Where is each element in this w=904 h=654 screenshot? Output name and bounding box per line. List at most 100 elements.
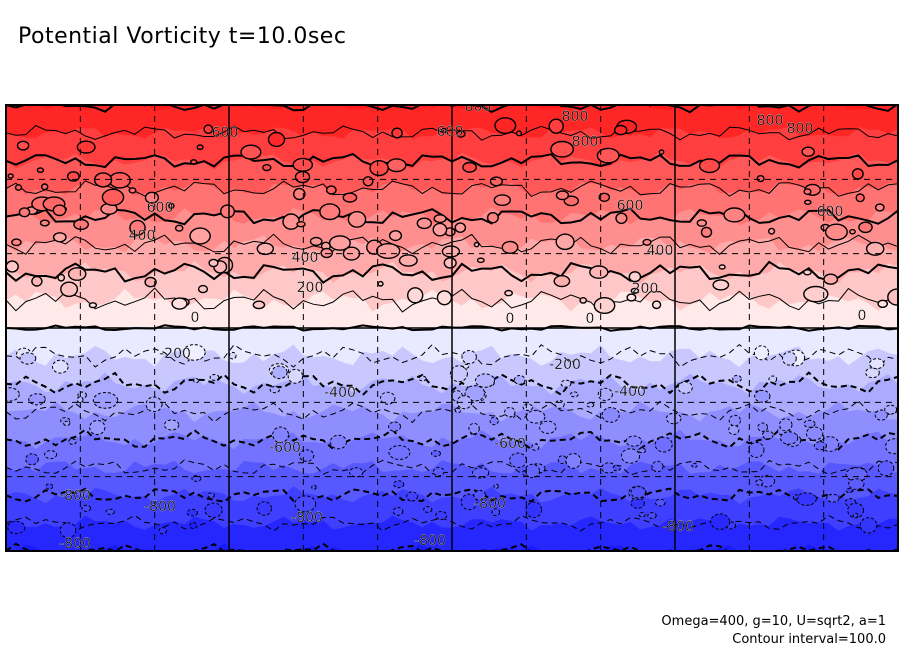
- eddy-contour: [779, 418, 793, 432]
- eddy-contour: [128, 187, 137, 194]
- eddy-contour: [416, 217, 432, 230]
- eddy-contour: [865, 241, 885, 256]
- eddy-contour: [28, 393, 46, 406]
- eddy-contour: [803, 269, 812, 276]
- eddy-contour: [757, 422, 769, 432]
- eddy-contour: [691, 462, 698, 468]
- eddy-contour: [642, 238, 652, 246]
- eddy-contour: [105, 508, 115, 515]
- eddy-contour: [328, 235, 351, 251]
- eddy-contour: [36, 167, 45, 174]
- eddy-contour: [88, 302, 98, 309]
- contour-label: -400: [324, 385, 356, 401]
- eddy-contour: [292, 157, 314, 172]
- contour-label: 600: [212, 125, 239, 141]
- eddy-contour: [93, 172, 113, 188]
- eddy-contour: [60, 281, 79, 298]
- eddy-contour: [391, 127, 403, 139]
- eddy-contour: [423, 506, 433, 513]
- eddy-contour: [296, 220, 306, 228]
- eddy-contour: [63, 420, 71, 426]
- eddy-contour: [461, 350, 477, 365]
- eddy-contour: [792, 494, 799, 500]
- eddy-contour: [7, 173, 14, 179]
- eddy-contour: [68, 438, 77, 445]
- eddy-contour: [16, 140, 30, 151]
- eddy-contour: [554, 400, 565, 409]
- eddy-contour: [550, 140, 574, 158]
- contour-label: -800: [474, 496, 506, 512]
- eddy-contour: [557, 455, 567, 465]
- eddy-contour: [753, 345, 770, 361]
- eddy-contour: [186, 508, 199, 517]
- eddy-contour: [456, 130, 466, 138]
- eddy-contour: [44, 450, 58, 460]
- contour-label: 0: [858, 308, 867, 324]
- eddy-contour: [468, 422, 480, 435]
- eddy-contour: [171, 297, 188, 310]
- eddy-contour: [849, 228, 856, 235]
- eddy-contour: [515, 130, 523, 137]
- eddy-contour: [494, 117, 517, 135]
- eddy-contour: [696, 219, 707, 227]
- eddy-contour: [31, 275, 43, 287]
- eddy-contour: [45, 483, 54, 490]
- eddy-contour: [852, 512, 859, 518]
- eddy-contour: [782, 351, 797, 366]
- eddy-contour: [208, 258, 219, 268]
- contour-label: 200: [297, 280, 324, 296]
- eddy-contour: [612, 464, 621, 472]
- contour-label: -800: [144, 499, 176, 515]
- eddy-contour: [6, 387, 20, 402]
- eddy-contour: [586, 402, 595, 408]
- contour-label: 600: [617, 198, 644, 214]
- eddy-contour: [700, 226, 713, 238]
- eddy-contour: [848, 478, 865, 490]
- eddy-contour: [598, 192, 611, 203]
- eddy-contour: [431, 450, 441, 457]
- eddy-contour: [182, 344, 206, 361]
- eddy-contour: [347, 210, 367, 228]
- contour-label: -400: [614, 384, 646, 400]
- eddy-contour: [718, 264, 726, 270]
- eddy-contour: [101, 188, 125, 207]
- eddy-contour: [596, 147, 620, 164]
- contour-label: 0: [506, 311, 515, 327]
- eddy-contour: [309, 236, 323, 247]
- contour-label: 800: [572, 134, 599, 150]
- eddy-contour: [851, 168, 864, 180]
- eddy-contour: [885, 438, 898, 455]
- eddy-contour: [145, 396, 163, 413]
- eddy-contour: [380, 391, 396, 405]
- eddy-contour: [796, 492, 817, 506]
- eddy-contour: [292, 187, 306, 201]
- eddy-contour: [392, 507, 404, 516]
- eddy-contour: [525, 410, 546, 424]
- eddy-contour: [449, 365, 468, 383]
- eddy-contour: [376, 242, 401, 259]
- eddy-contour: [168, 202, 175, 210]
- eddy-contour: [732, 374, 742, 383]
- eddy-contour: [6, 260, 19, 273]
- eddy-contour: [637, 447, 647, 454]
- eddy-contour: [262, 164, 272, 172]
- eddy-contour: [472, 467, 490, 479]
- eddy-contour: [626, 293, 637, 302]
- eddy-contour: [240, 144, 262, 160]
- contour-label: 800: [465, 99, 492, 115]
- eddy-contour: [454, 407, 462, 414]
- eddy-contour: [625, 435, 642, 447]
- eddy-contour: [14, 184, 23, 191]
- eddy-contour: [294, 495, 317, 513]
- chart-title: Potential Vorticity t=10.0sec: [18, 24, 347, 49]
- eddy-contour: [441, 245, 461, 258]
- eddy-contour: [319, 203, 341, 221]
- eddy-contour: [504, 406, 516, 418]
- eddy-contour: [158, 527, 167, 535]
- eddy-contour: [256, 242, 274, 256]
- eddy-contour: [569, 391, 579, 398]
- contour-label: -200: [549, 357, 581, 373]
- contour-label: -800: [59, 536, 91, 552]
- eddy-contour: [597, 387, 613, 401]
